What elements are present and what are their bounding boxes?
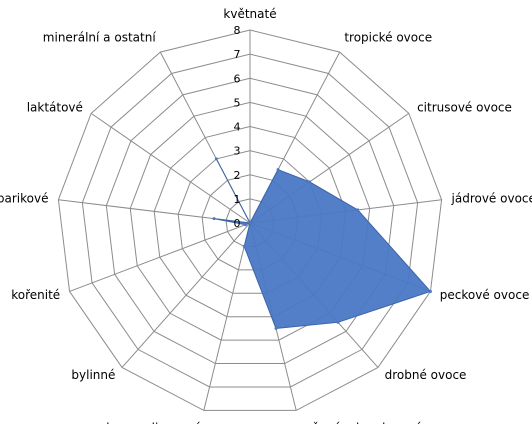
grid-ring-4 [153,125,347,318]
category-label: bylinné [71,368,115,382]
tick-label: 0 [234,217,241,230]
series-layer [212,157,432,330]
tick-label: 4 [234,121,241,134]
category-label: laktátové [27,101,83,115]
category-label: květnaté [223,7,276,21]
grid-ring-6 [105,77,395,365]
tick-label: 6 [234,72,241,85]
series-point-6 [274,326,278,330]
tick-label: 5 [234,96,241,109]
series-point-1 [276,168,280,172]
grid-layer [57,29,443,411]
grid-ring-5 [129,101,371,341]
series-point-10 [212,217,216,221]
series-point-2 [308,180,312,184]
spoke-line [90,112,251,224]
series-point-4 [428,289,432,293]
category-label: barikové [0,192,48,206]
spoke-line [203,222,251,411]
tick-layer: 0 1 2 3 4 5 6 7 8 [234,24,241,230]
spoke-line [69,222,251,292]
series-point-9 [243,223,247,227]
grid-ring-7 [81,53,419,388]
tick-label: 8 [234,24,241,37]
category-label: kořenité [11,288,60,302]
series-point-11 [248,221,252,225]
tick-label: 7 [234,48,241,61]
tick-label: 1 [234,193,241,206]
series-point-5 [336,320,340,324]
series-area [213,158,432,329]
category-label: peckové ovoce [440,288,530,302]
spoke-line [121,222,251,368]
category-label: citrusové ovoce [417,101,512,115]
tick-label: 2 [234,169,241,182]
category-label: minerální a ostatní [43,30,157,44]
series-point-3 [356,208,360,212]
category-label: jádrové ovoce [451,192,532,206]
tick-label: 3 [234,145,241,158]
category-label: tropické ovoce [344,30,432,44]
series-point-7 [242,244,246,248]
category-label: drobné ovoce [385,368,467,382]
series-point-12 [214,157,218,161]
grid-ring-8 [57,29,443,411]
